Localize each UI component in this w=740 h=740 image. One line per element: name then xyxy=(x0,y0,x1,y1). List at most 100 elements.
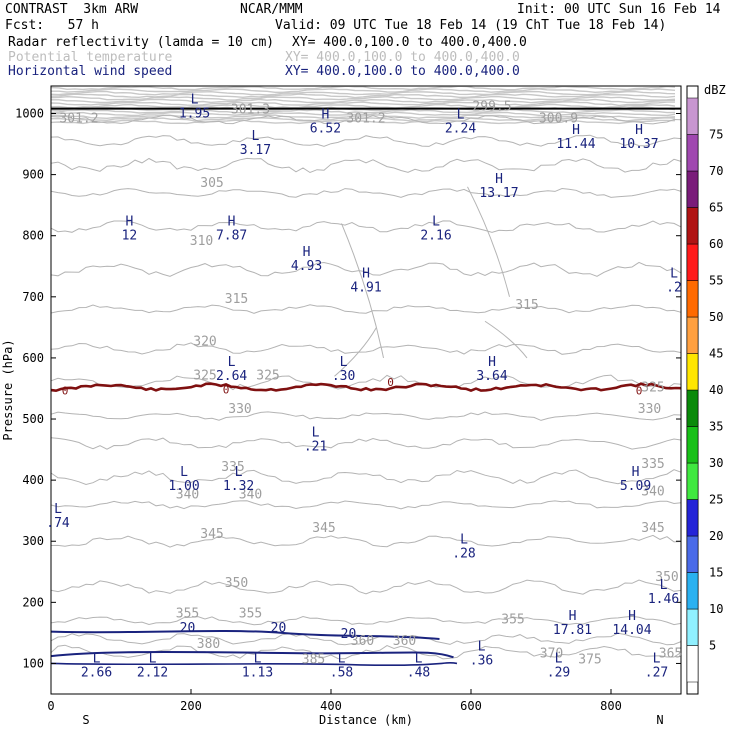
extremum-value: 4.91 xyxy=(350,281,381,296)
extremum-value: 17.81 xyxy=(553,623,592,638)
low-marker: L xyxy=(415,652,423,667)
field-2-xy: XY= 400.0,100.0 to 400.0,400.0 xyxy=(285,50,520,65)
colorbar-level-label: 60 xyxy=(709,237,723,251)
extremum-value: 1.32 xyxy=(223,479,254,494)
x-tick-label: 400 xyxy=(320,699,342,713)
theta-contour xyxy=(484,320,528,359)
extremum-value: 5.09 xyxy=(620,479,651,494)
theta-contour xyxy=(50,95,676,101)
extremum-value: .27 xyxy=(645,666,668,681)
theta-contours xyxy=(50,114,682,660)
colorbar-swatch xyxy=(686,280,699,318)
high-marker: H xyxy=(628,609,636,624)
high-marker: H xyxy=(303,245,311,260)
low-marker: L xyxy=(251,129,259,144)
theta-contour xyxy=(50,187,682,198)
extremum-value: 2.66 xyxy=(81,666,112,681)
x-tick-label: 200 xyxy=(180,699,202,713)
theta-label: 301.2 xyxy=(346,112,385,127)
theta-label: 320 xyxy=(193,335,216,350)
wind-contour-label: 20 xyxy=(271,621,287,636)
theta-contour xyxy=(50,90,676,96)
extremum-value: 11.44 xyxy=(556,137,595,152)
extremum-value: .74 xyxy=(46,516,70,531)
theta-label: 355 xyxy=(239,607,262,622)
y-tick-label: 600 xyxy=(22,351,44,365)
colorbar-level-label: 30 xyxy=(709,456,723,470)
extremum-value: 1.13 xyxy=(242,666,273,681)
freezing-level-label: 0 xyxy=(223,383,230,396)
extremum-value: 3.17 xyxy=(240,143,271,158)
low-marker: L xyxy=(653,652,661,667)
low-marker: L xyxy=(555,652,563,667)
extremum-value: 2.64 xyxy=(216,369,247,384)
low-marker: L xyxy=(340,355,348,370)
theta-label: 375 xyxy=(578,652,601,667)
theta-contour xyxy=(50,134,682,147)
theta-label: 305 xyxy=(200,176,223,191)
extremum-value: .30 xyxy=(332,369,355,384)
theta-label: 335 xyxy=(221,460,244,475)
y-tick-label: 500 xyxy=(22,412,44,426)
y-tick-label: 700 xyxy=(22,290,44,304)
theta-label: 345 xyxy=(200,527,223,542)
colorbar-swatch xyxy=(686,134,699,172)
low-marker: L xyxy=(149,652,157,667)
colorbar-level-label: 5 xyxy=(709,639,716,653)
low-marker: L xyxy=(460,532,468,547)
theta-contour xyxy=(50,342,682,355)
high-marker: H xyxy=(632,465,640,480)
high-marker: H xyxy=(495,172,503,187)
header-valid: Valid: 09 UTC Tue 18 Feb 14 (19 ChT Tue … xyxy=(275,18,667,33)
high-marker: H xyxy=(569,609,577,624)
extremum-value: 2.16 xyxy=(420,229,451,244)
extremum-value: .29 xyxy=(547,666,570,681)
y-tick-label: 400 xyxy=(22,473,44,487)
theta-contour xyxy=(50,111,676,117)
freezing-level-label: 0 xyxy=(387,376,394,389)
theta-label: 315 xyxy=(515,298,538,313)
low-marker: L xyxy=(235,465,243,480)
y-tick-label: 200 xyxy=(22,595,44,609)
theta-label: 340 xyxy=(641,484,664,499)
freezing-level-label: 0 xyxy=(62,385,69,398)
extremum-value: 2.12 xyxy=(137,666,168,681)
colorbar-level-label: 70 xyxy=(709,164,723,178)
colorbar-level-label: 45 xyxy=(709,347,723,361)
colorbar-swatch xyxy=(686,389,699,427)
y-tick-label: 100 xyxy=(22,656,44,670)
theta-label: 330 xyxy=(228,402,251,417)
colorbar-level-label: 55 xyxy=(709,274,723,288)
theta-label: 300.9 xyxy=(539,112,578,127)
theta-label: 360 xyxy=(351,634,374,649)
theta-label: 355 xyxy=(176,607,199,622)
theta-label: 365 xyxy=(659,646,682,661)
extremum-value: 13.17 xyxy=(479,186,518,201)
theta-contour xyxy=(50,534,682,548)
wind-contour-20 xyxy=(50,662,458,667)
theta-label: 310 xyxy=(190,234,213,249)
theta-contour xyxy=(50,632,682,646)
theta-label: 380 xyxy=(197,637,220,652)
colorbar-level-label: 20 xyxy=(709,529,723,543)
theta-contour xyxy=(50,261,682,277)
low-marker: L xyxy=(478,639,486,654)
theta-contour xyxy=(51,98,675,104)
theta-contour xyxy=(50,469,682,486)
colorbar-level-label: 50 xyxy=(709,310,723,324)
colorbar-swatch xyxy=(686,535,699,573)
wind-contour-label: 20 xyxy=(180,621,196,636)
theta-contour xyxy=(50,374,682,391)
colorbar-level-label: 65 xyxy=(709,201,723,215)
high-marker: H xyxy=(362,267,370,282)
theta-label: 350 xyxy=(225,576,248,591)
wind-contour-label: 20 xyxy=(341,627,357,642)
theta-contour xyxy=(50,304,682,314)
colorbar xyxy=(686,97,699,683)
colorbar-level-label: 40 xyxy=(709,383,723,397)
x-tick-label: 0 xyxy=(47,699,54,713)
theta-label: 345 xyxy=(312,521,335,536)
colorbar-level-label: 35 xyxy=(709,420,723,434)
theta-contour xyxy=(50,500,682,510)
colorbar-swatch xyxy=(686,499,699,537)
